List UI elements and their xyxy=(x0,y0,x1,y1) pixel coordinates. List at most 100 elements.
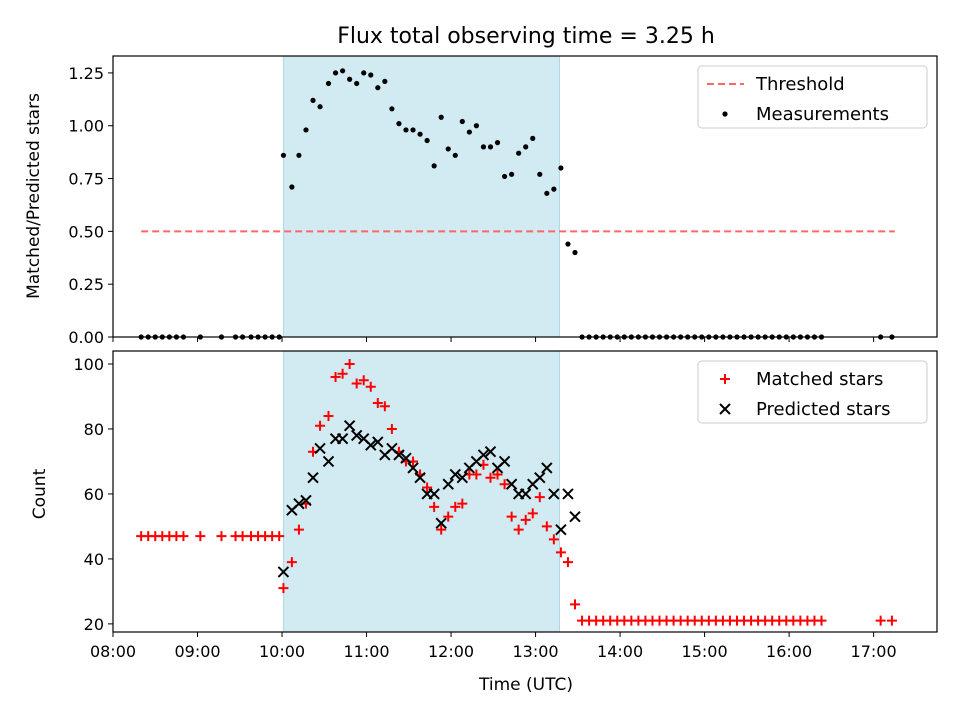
measurement-point xyxy=(361,70,367,76)
predicted-point xyxy=(505,478,518,490)
measurement-point xyxy=(375,85,381,91)
measurement-point xyxy=(494,140,501,146)
legend-box xyxy=(697,65,928,129)
predicted-point xyxy=(314,442,326,455)
measurement-point xyxy=(289,184,295,190)
y-tick-label: 0.25 xyxy=(68,275,104,294)
measurement-point xyxy=(445,146,451,152)
axes-frame xyxy=(112,350,938,633)
chart-title: Flux total observing time = 3.25 h xyxy=(337,24,715,49)
x-tick-label: 10:00 xyxy=(259,642,305,661)
x-tick-label: 12:00 xyxy=(428,642,474,661)
measurement-point xyxy=(417,131,423,137)
predicted-point xyxy=(365,439,377,451)
predicted-point xyxy=(407,462,419,474)
matched-point xyxy=(527,508,538,519)
predicted-point xyxy=(562,488,574,500)
predicted-point xyxy=(307,471,319,484)
legend-measurement-swatch xyxy=(722,111,728,117)
measurement-point xyxy=(325,80,332,87)
matched-point xyxy=(513,524,524,535)
legend-label: Measurements xyxy=(756,104,889,125)
predicted-point xyxy=(498,455,511,468)
matched-point xyxy=(216,531,227,542)
measurement-point xyxy=(537,171,543,177)
y-tick-label: 0.75 xyxy=(68,170,104,189)
matched-point xyxy=(293,524,304,535)
matched-point xyxy=(315,420,326,431)
x-tick-label: 17:00 xyxy=(851,642,897,661)
measurement-point xyxy=(487,144,494,150)
x-tick-label: 15:00 xyxy=(682,642,728,661)
predicted-point xyxy=(569,510,581,523)
measurement-point xyxy=(565,241,571,247)
matched-point xyxy=(541,521,552,532)
measurement-point xyxy=(466,129,472,135)
predicted-point xyxy=(393,449,405,461)
ratio-panel: 0.00 0.25 0.50 0.75 1.00 1.25 Threshold Measure… xyxy=(68,55,938,347)
matched-point xyxy=(351,378,362,389)
measurement-point xyxy=(473,123,480,129)
predicted-point xyxy=(277,566,290,578)
x-tick-label: 16:00 xyxy=(766,642,812,661)
matched-point xyxy=(195,531,206,542)
measurement-point xyxy=(523,144,529,150)
measurement-point xyxy=(501,173,508,180)
measurement-point xyxy=(452,152,458,158)
measurement-point xyxy=(347,76,353,82)
matched-point xyxy=(372,397,383,408)
matched-point xyxy=(330,371,341,382)
predicted-point xyxy=(541,462,553,474)
matched-point xyxy=(499,479,510,490)
matched-point xyxy=(875,615,886,626)
x-tick-label: 09:00 xyxy=(174,642,220,661)
matched-point xyxy=(520,514,531,525)
measurement-point xyxy=(480,144,487,150)
matched-point xyxy=(237,531,248,542)
matched-point xyxy=(286,557,297,568)
predicted-point xyxy=(449,468,461,481)
measurement-point xyxy=(389,106,395,112)
predicted-point xyxy=(477,449,490,461)
measurement-point xyxy=(280,152,287,158)
matched-point xyxy=(436,524,447,535)
y-tick-label: 80 xyxy=(84,420,104,439)
y-tick-label: 0.00 xyxy=(68,328,104,347)
predicted-point xyxy=(400,452,412,464)
predicted-point xyxy=(350,429,363,442)
predicted-point xyxy=(300,494,312,507)
matched-point xyxy=(379,401,390,412)
predicted-point xyxy=(534,471,546,484)
measurement-point xyxy=(410,127,416,133)
matched-point xyxy=(562,557,573,568)
legend-matched-swatch xyxy=(720,374,730,384)
legend-label: Predicted stars xyxy=(756,399,890,420)
measurement-point xyxy=(339,68,346,74)
predicted-point xyxy=(519,488,532,500)
measurement-point xyxy=(431,163,437,169)
matched-point xyxy=(386,423,397,434)
measurement-point xyxy=(354,80,360,87)
matched-point xyxy=(422,482,433,493)
y-tick-label: 1.00 xyxy=(68,117,104,136)
matched-point xyxy=(471,469,482,480)
matched-point xyxy=(278,583,289,594)
legend-box xyxy=(697,360,928,424)
matched-point xyxy=(274,531,285,542)
y-tick-label: 0.50 xyxy=(68,222,104,241)
matched-point xyxy=(365,381,376,392)
measurement-point xyxy=(396,121,402,127)
measurement-point xyxy=(544,190,550,196)
matched-point xyxy=(450,501,461,512)
predicted-point xyxy=(484,445,497,458)
measurement-point xyxy=(530,135,536,141)
observing-window-span xyxy=(282,350,561,633)
measurement-point xyxy=(438,114,444,120)
matched-point xyxy=(358,375,369,386)
matched-point xyxy=(570,599,581,610)
predicted-point xyxy=(322,455,335,468)
predicted-point xyxy=(435,517,447,529)
top-y-axis-label: Matched/Predicted stars xyxy=(24,93,44,299)
matched-point xyxy=(886,615,897,626)
